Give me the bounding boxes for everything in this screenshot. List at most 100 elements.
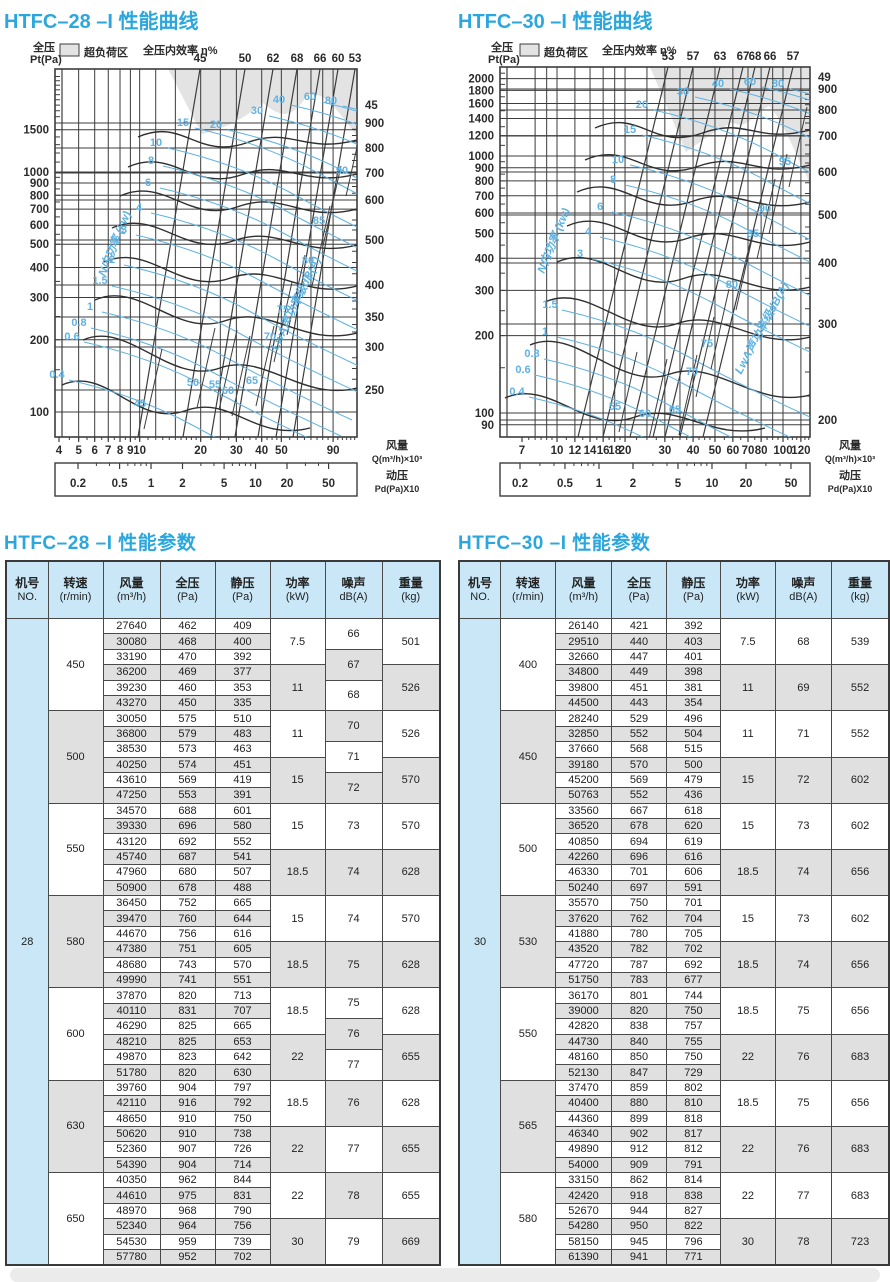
flow-cell: 42820 — [554, 1018, 613, 1035]
efficiency-tick-label: 57 — [687, 51, 700, 63]
table-row: 47720 787 692 — [459, 956, 889, 973]
noise-tick-label: 70 — [264, 331, 276, 343]
noise-cell: 77 — [324, 1048, 383, 1081]
weight-cell: 655 — [381, 1172, 441, 1220]
pd-tick-label: 0.5 — [112, 478, 129, 490]
power-cell: 30 — [269, 1218, 326, 1266]
power-cell: 18.5 — [269, 848, 326, 897]
total-pressure-cell: 460 — [159, 679, 216, 696]
static-pressure-cell: 400 — [214, 633, 271, 650]
noise-cell: 74 — [324, 848, 383, 897]
total-pressure-cell: 825 — [159, 1018, 216, 1035]
table-30-title: HTFC–30 –I 性能参数 — [458, 533, 651, 554]
pd-axis-unit: Pd(Pa)X10 — [375, 484, 420, 494]
noise-line — [756, 178, 776, 260]
static-pressure-cell: 616 — [665, 848, 722, 866]
flow-cell: 30050 — [102, 710, 161, 727]
static-pressure-cell: 755 — [665, 1033, 722, 1050]
col-header-rpm: 转速 (r/min) — [500, 560, 556, 619]
total-pressure-cell: 570 — [611, 756, 667, 773]
flow-cell: 44360 — [554, 1110, 613, 1127]
efficiency-line — [577, 67, 669, 437]
efficiency-line — [629, 67, 721, 437]
col-header-total-pressure: 全压 (Pa) — [611, 560, 667, 619]
total-pressure-cell: 692 — [159, 833, 216, 850]
power-tick-label: 60 — [744, 76, 756, 88]
static-pressure-cell: 479 — [665, 771, 722, 789]
noise-line — [710, 288, 730, 370]
static-pressure-cell: 810 — [665, 1095, 722, 1112]
plot-frame — [499, 66, 811, 438]
static-pressure-cell: 738 — [214, 1125, 271, 1143]
power-curve — [561, 309, 810, 418]
table-row: 42420 918 838 — [459, 1187, 889, 1204]
noise-cell: 75 — [324, 987, 383, 1020]
total-pressure-cell: 823 — [159, 1048, 216, 1066]
rpm-cell: 550 — [47, 802, 104, 897]
y-tick-label: 900 — [475, 163, 494, 175]
pd-tick-label: 20 — [281, 478, 294, 490]
power-curve — [342, 105, 357, 110]
right-axis-top-label: 49 — [818, 72, 831, 84]
flow-cell: 48650 — [102, 1110, 161, 1127]
static-pressure-cell: 704 — [665, 910, 722, 927]
static-pressure-cell: 791 — [665, 1156, 722, 1174]
static-pressure-cell: 483 — [214, 725, 271, 743]
noise-tick-label: 75 — [277, 304, 289, 316]
weight-cell: 683 — [831, 1172, 890, 1220]
flow-cell: 44610 — [102, 1187, 161, 1204]
total-pressure-cell: 944 — [611, 1202, 667, 1220]
flow-cell: 27640 — [102, 617, 161, 635]
total-pressure-cell: 820 — [159, 1064, 216, 1081]
static-pressure-cell: 409 — [214, 617, 271, 635]
total-pressure-cell: 902 — [611, 1125, 667, 1143]
static-pressure-cell: 827 — [665, 1202, 722, 1220]
flow-cell: 35570 — [554, 895, 613, 912]
power-cell: 15 — [269, 895, 326, 943]
noise-tick-label: 60 — [639, 408, 651, 420]
table-row: 46290 825 665 76 — [6, 1018, 440, 1050]
right-tick-label: 350 — [365, 312, 384, 324]
y-tick-label: 100 — [30, 407, 49, 419]
power-tick-label: 20 — [210, 119, 222, 131]
table-row: 36520 678 620 — [459, 818, 889, 835]
noise-tick-label: 55 — [609, 401, 621, 413]
table-row: 40110 831 707 — [6, 1002, 440, 1020]
static-pressure-cell: 398 — [665, 664, 722, 681]
table-row: 44360 899 818 — [459, 1110, 889, 1127]
right-tick-label: 500 — [818, 210, 837, 222]
table-row: 39000 820 750 — [459, 1002, 889, 1020]
col-header-flow: 风量 (m³/h) — [102, 560, 161, 619]
power-cell: 18.5 — [720, 941, 776, 989]
total-pressure-cell: 780 — [611, 925, 667, 943]
power-curve — [159, 187, 357, 272]
static-pressure-cell: 510 — [214, 710, 271, 727]
flow-cell: 42110 — [102, 1095, 161, 1112]
noise-line — [648, 358, 668, 437]
pressure-curve — [137, 131, 357, 148]
flow-cell: 43270 — [102, 694, 161, 712]
rpm-cell: 550 — [500, 987, 556, 1081]
y-tick-label: 600 — [30, 220, 49, 232]
efficiency-tick-label: 57 — [787, 51, 800, 63]
y-tick-label: 400 — [475, 253, 494, 265]
table-row: 40850 694 619 — [459, 833, 889, 850]
power-cell: 15 — [269, 756, 326, 804]
pressure-curve — [584, 154, 810, 172]
noise-cell: 76 — [774, 1125, 833, 1174]
weight-cell: 683 — [831, 1033, 890, 1081]
table-row: 36800 579 483 — [6, 725, 440, 743]
static-pressure-cell: 392 — [214, 648, 271, 666]
static-pressure-cell: 744 — [665, 987, 722, 1004]
x-tick-label: 120 — [791, 445, 810, 457]
static-pressure-cell: 507 — [214, 864, 271, 881]
efficiency-axis-title: 全压内效率 η% — [601, 43, 677, 57]
pressure-curve — [94, 295, 357, 337]
flow-cell: 30080 — [102, 633, 161, 650]
efficiency-line — [137, 69, 201, 437]
power-curve — [534, 374, 692, 437]
weight-cell: 656 — [831, 1079, 890, 1127]
noise-line — [768, 153, 788, 235]
power-curve — [543, 358, 732, 437]
efficiency-tick-label: 62 — [267, 53, 280, 65]
